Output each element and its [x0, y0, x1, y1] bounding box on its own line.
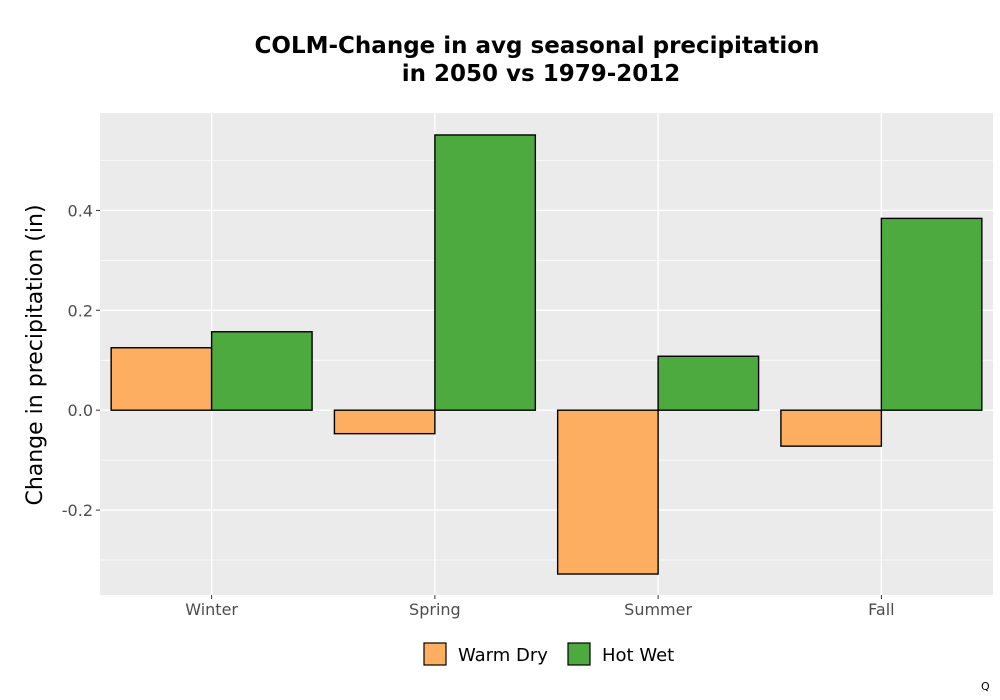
legend-key-hot-wet — [567, 642, 591, 666]
x-tick-label: Spring — [409, 600, 461, 619]
legend-label: Warm Dry — [458, 645, 548, 666]
y-tick-label: 0.4 — [68, 201, 93, 220]
bar-warm-dry-spring — [333, 409, 436, 435]
bar-hot-wet-spring — [434, 134, 537, 411]
y-tick-label: 0.2 — [68, 301, 93, 320]
legend-key-warm-dry — [423, 642, 447, 666]
bar-warm-dry-winter — [110, 347, 213, 411]
y-axis-ticks: -0.2 0.0 0.2 0.4 — [62, 201, 100, 520]
y-tick-label: -0.2 — [62, 501, 93, 520]
legend: Warm Dry Hot Wet — [423, 642, 674, 666]
bar-warm-dry-summer — [556, 409, 659, 575]
x-tick-label: Summer — [624, 600, 692, 619]
y-axis-title: Change in precipitation (in) — [23, 204, 48, 505]
x-tick-label: Winter — [185, 600, 238, 619]
chart-title: COLM-Change in avg seasonal precipitatio… — [255, 33, 828, 87]
legend-label: Hot Wet — [602, 645, 674, 666]
bar-warm-dry-fall — [780, 409, 883, 447]
corner-mark: Q — [981, 680, 990, 693]
bar-hot-wet-fall — [880, 217, 983, 411]
chart-title-line-2: in 2050 vs 1979-2012 — [402, 61, 681, 87]
y-tick-label: 0.0 — [68, 401, 93, 420]
bar-hot-wet-summer — [657, 355, 760, 411]
x-axis-ticks: Winter Spring Summer Fall — [185, 595, 895, 619]
x-tick-label: Fall — [868, 600, 894, 619]
chart-title-line-1: COLM-Change in avg seasonal precipitatio… — [255, 33, 820, 59]
bar-hot-wet-winter — [210, 331, 313, 411]
bars — [110, 134, 983, 575]
